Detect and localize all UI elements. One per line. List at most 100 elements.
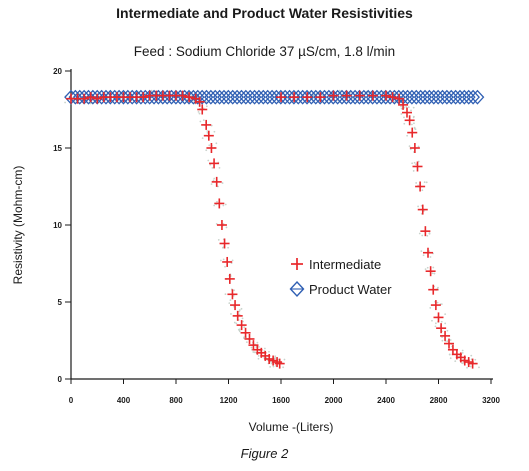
noise-dot	[436, 301, 439, 304]
intermediate-point	[236, 320, 247, 331]
intermediate-point	[420, 226, 431, 237]
noise-dot	[400, 105, 402, 108]
noise-dot	[406, 134, 409, 137]
x-tick-label: 0	[69, 396, 74, 405]
product-water-point	[448, 89, 463, 105]
intermediate-point	[387, 92, 398, 103]
noise-dot	[417, 145, 420, 148]
intermediate-point	[274, 358, 285, 369]
noise-dot	[408, 145, 411, 148]
noise-dot	[222, 204, 225, 207]
noise-dot	[220, 259, 222, 262]
product-water-point	[470, 89, 485, 105]
product-water-point	[260, 89, 275, 105]
noise-dot	[258, 345, 260, 348]
noise-dot	[417, 205, 419, 208]
noise-dot	[478, 366, 480, 369]
intermediate-point	[404, 115, 415, 126]
noise-dot	[212, 179, 215, 182]
noise-dot	[213, 130, 216, 133]
noise-dot	[312, 94, 315, 97]
intermediate-point	[227, 289, 238, 300]
noise-dot	[243, 337, 245, 339]
noise-dot	[216, 200, 218, 203]
intermediate-point	[206, 143, 217, 153]
product-water-point	[405, 89, 419, 105]
intermediate-point	[341, 90, 352, 101]
intermediate-point	[440, 330, 451, 341]
intermediate-point	[92, 93, 103, 104]
noise-dot	[412, 106, 415, 109]
x-axis-title: Volume -(Liters)	[249, 420, 334, 434]
product-water-point	[466, 89, 480, 105]
product-water-point	[435, 89, 450, 105]
noise-dot	[417, 160, 420, 163]
noise-dot	[201, 137, 204, 139]
noise-dot	[420, 250, 423, 253]
noise-dot	[407, 106, 410, 108]
noise-dot	[264, 347, 266, 350]
product-water-point	[230, 89, 244, 105]
intermediate-point	[244, 333, 255, 344]
noise-dot	[437, 286, 439, 289]
product-water-point	[461, 89, 476, 105]
noise-dot	[418, 232, 421, 235]
intermediate-point	[423, 247, 433, 258]
noise-dot	[283, 358, 286, 361]
noise-dot	[449, 357, 452, 360]
noise-dot	[405, 106, 408, 108]
legend: Intermediate Product Water	[289, 257, 392, 298]
noise-dot	[222, 258, 225, 261]
noise-dot	[238, 328, 241, 331]
intermediate-point	[302, 92, 313, 103]
intermediate-point	[222, 256, 233, 267]
noise-dot	[403, 122, 406, 125]
intermediate-point	[436, 323, 447, 334]
noise-dot	[206, 130, 209, 132]
noise-dot	[202, 119, 205, 122]
noise-dot	[274, 355, 277, 358]
intermediate-point	[417, 204, 428, 215]
noise-dot	[454, 360, 457, 363]
y-tick-label: 15	[53, 144, 62, 153]
noise-dot	[218, 166, 221, 169]
intermediate-point	[201, 119, 212, 130]
product-water-point	[457, 89, 472, 105]
intermediate-point	[203, 130, 214, 141]
product-water-point	[225, 89, 240, 105]
noise-dot	[205, 149, 208, 152]
noise-dot	[199, 120, 202, 123]
y-tick-label: 10	[53, 221, 62, 230]
noise-dot	[256, 341, 259, 344]
product-water-point	[252, 89, 266, 105]
noise-dot	[254, 351, 257, 354]
product-water-point	[422, 89, 437, 105]
noise-dot	[426, 234, 429, 237]
intermediate-point	[214, 198, 225, 209]
noise-dot	[250, 348, 253, 351]
x-tick-label: 2400	[377, 396, 395, 405]
product-water-point	[238, 89, 253, 105]
intermediate-point	[381, 90, 391, 101]
noise-dot	[449, 339, 452, 341]
noise-dot	[412, 115, 415, 118]
noise-dot	[440, 303, 443, 306]
product-water-point	[444, 89, 459, 105]
axes-layer: 0 400 800 1200 1600 2000 2400 2800 3200 0 5 10 15 20 V…	[11, 67, 500, 434]
noise-dot	[241, 317, 244, 320]
noise-dot	[238, 313, 241, 316]
noise-dot	[208, 144, 211, 147]
x-tick-label: 2000	[325, 396, 343, 405]
noise-dot	[243, 326, 246, 329]
noise-dot	[211, 166, 214, 169]
intermediate-point	[444, 338, 454, 349]
intermediate-point	[216, 220, 227, 230]
noise-dot	[229, 299, 232, 302]
noise-dot	[206, 132, 209, 134]
intermediate-point	[184, 92, 195, 103]
intermediate-point	[197, 104, 208, 115]
noise-dot	[238, 309, 241, 311]
legend-intermediate-marker	[291, 258, 303, 270]
x-tick-label: 2800	[430, 396, 448, 405]
noise-dot	[245, 341, 248, 344]
